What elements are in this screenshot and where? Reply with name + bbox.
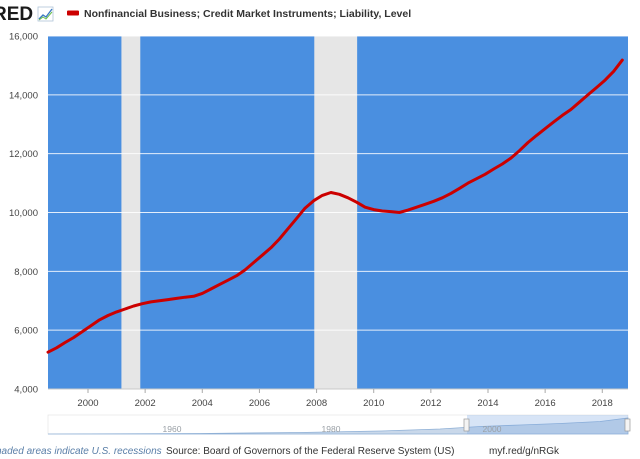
x-tick-label-2018: 2018 — [592, 398, 613, 409]
y-tick-label-6000: 6,000 — [14, 326, 38, 337]
legend-swatch — [67, 10, 79, 16]
navigator-label-1960: 1960 — [163, 424, 182, 434]
x-tick-label-2012: 2012 — [420, 398, 441, 409]
fred-logo[interactable]: RED — [0, 4, 33, 25]
y-tick-label-12000: 12,000 — [9, 149, 38, 160]
y-tick-label-14000: 14,000 — [9, 90, 38, 101]
plot-area — [46, 35, 628, 390]
short-link[interactable]: myf.red/g/nRGk — [489, 446, 560, 457]
chart-canvas: RED Nonfinancial Business; Credit Market… — [0, 4, 631, 435]
y-tick-label-10000: 10,000 — [9, 208, 38, 219]
x-tick-label-2000: 2000 — [77, 398, 98, 409]
legend-label[interactable]: Nonfinancial Business; Credit Market Ins… — [84, 8, 411, 20]
x-tick-label-2014: 2014 — [477, 398, 498, 409]
x-tick-label-2016: 2016 — [535, 398, 556, 409]
logo-graph-icon — [37, 6, 54, 22]
gridlines — [48, 35, 628, 331]
x-axis-ticks: 2000 2002 2004 2006 2008 2010 2012 2014 2016 2018 — [77, 389, 613, 409]
navigator-label-2000: 2000 — [483, 424, 502, 434]
x-tick-label-2008: 2008 — [306, 398, 327, 409]
x-tick-label-2004: 2004 — [192, 398, 213, 409]
source-note: Source: Board of Governors of the Federa… — [166, 446, 455, 457]
navigator-selection[interactable] — [467, 415, 628, 434]
x-tick-label-2002: 2002 — [135, 398, 156, 409]
footer: haded areas indicate U.S. recessions Sou… — [0, 444, 640, 459]
y-tick-label-8000: 8,000 — [14, 267, 38, 278]
y-tick-label-4000: 4,000 — [14, 385, 38, 396]
navigator-label-1980: 1980 — [322, 424, 341, 434]
x-tick-label-2006: 2006 — [249, 398, 270, 409]
recession-note: haded areas indicate U.S. recessions — [0, 446, 162, 457]
header: RED Nonfinancial Business; Credit Market… — [0, 4, 411, 25]
navigator[interactable]: 1960 1980 2000 — [47, 414, 631, 435]
y-tick-label-16000: 16,000 — [9, 32, 38, 43]
navigator-right-handle[interactable] — [624, 418, 631, 432]
x-tick-label-2010: 2010 — [363, 398, 384, 409]
y-axis-ticks: 4,000 6,000 8,000 10,000 12,000 14,000 16,000 — [9, 32, 38, 396]
navigator-left-handle[interactable] — [463, 418, 470, 432]
series-line-nonfinancial-business[interactable] — [46, 58, 624, 354]
